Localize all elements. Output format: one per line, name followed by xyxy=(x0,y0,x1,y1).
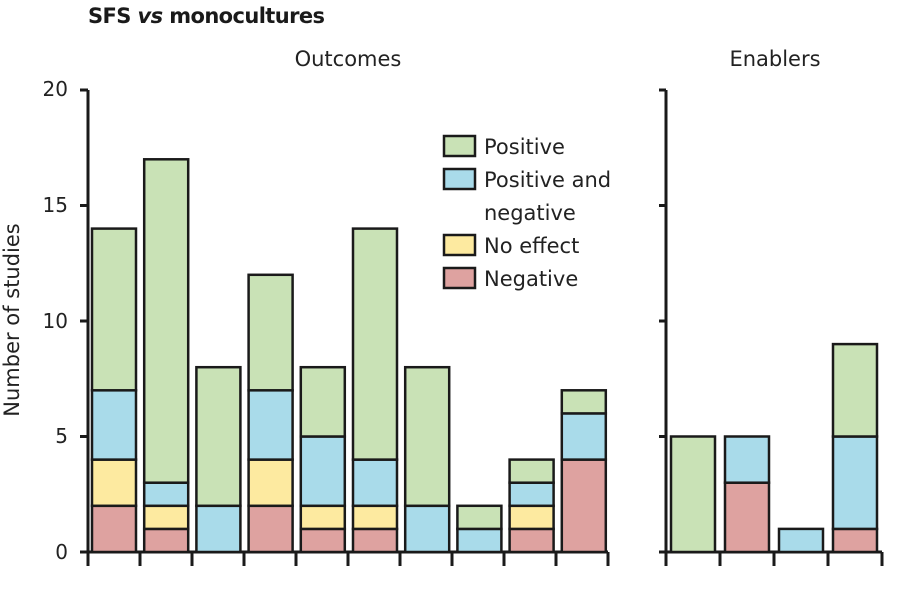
bar-segment-positive-and-negative xyxy=(142,481,190,508)
legend-item-positive-and-negative: Positive and negative xyxy=(442,167,611,225)
chart-title-italic: vs xyxy=(138,4,163,28)
enablers-panel-title: Enablers xyxy=(729,47,820,71)
bar-segment-no-effect xyxy=(508,504,555,531)
bar-segment-positive-and-negative xyxy=(299,435,347,508)
bar-segment-no-effect xyxy=(247,458,294,508)
bar-segment-positive xyxy=(456,504,503,531)
legend-label: negative xyxy=(484,201,576,225)
bar-segment-positive xyxy=(403,365,451,508)
bar-segment-positive xyxy=(560,389,608,415)
bar-segment-negative xyxy=(299,527,347,554)
bar-segment-positive xyxy=(90,227,138,392)
y-tick-label: 20 xyxy=(43,77,68,101)
bar-segment-positive-and-negative xyxy=(195,504,242,554)
outcomes-panel: Outcomes xyxy=(295,47,402,71)
bar-segment-no-effect xyxy=(142,504,190,531)
chart-title: SFS vs monocultures xyxy=(88,4,324,28)
chart-title-prefix: SFS xyxy=(88,4,138,28)
y-axis-label: Number of studies xyxy=(0,223,24,416)
bar-segment-negative xyxy=(351,527,399,554)
bar-segment-positive xyxy=(831,342,879,438)
bar-segment-negative xyxy=(831,527,879,554)
bar-segment-no-effect xyxy=(90,458,138,508)
bar-segment-positive-and-negative xyxy=(831,435,879,531)
legend-item-negative: Negative xyxy=(442,266,578,291)
bar-segment-positive xyxy=(351,227,399,461)
legend-swatch xyxy=(442,167,477,191)
bar-segment-no-effect xyxy=(351,504,399,531)
bar-segment-positive xyxy=(669,435,717,554)
bar-segment-positive xyxy=(247,273,294,392)
legend-label: Positive xyxy=(484,135,565,159)
legend-label: Positive and xyxy=(484,168,611,192)
bar-segment-negative xyxy=(560,458,608,554)
bar-segment-positive-and-negative xyxy=(723,435,771,484)
legend: Positive Positive and negative No effect… xyxy=(442,134,611,291)
bar-segment-positive-and-negative xyxy=(351,458,399,508)
bar-segment-no-effect xyxy=(299,504,347,531)
legend-swatch xyxy=(442,134,477,158)
bar-segment-positive-and-negative xyxy=(777,527,825,554)
bar-segment-negative xyxy=(90,504,138,554)
enablers-panel: Enablers xyxy=(729,47,820,71)
bars xyxy=(90,158,879,554)
bar-segment-positive-and-negative xyxy=(247,389,294,461)
bar-segment-positive xyxy=(508,458,555,484)
legend-swatch xyxy=(442,266,477,290)
bar-segment-negative xyxy=(142,527,190,554)
bar-segment-positive xyxy=(299,365,347,438)
bar-segment-positive xyxy=(142,158,190,484)
y-tick-label: 15 xyxy=(43,193,68,217)
legend-label: Negative xyxy=(484,267,578,291)
bar-segment-positive-and-negative xyxy=(560,412,608,461)
legend-swatch xyxy=(442,233,477,257)
bar-segment-negative xyxy=(723,481,771,554)
bar-segment-positive-and-negative xyxy=(508,481,555,508)
y-tick-label: 10 xyxy=(43,309,68,333)
legend-label: No effect xyxy=(484,234,579,258)
y-tick-label: 0 xyxy=(55,540,68,564)
bar-segment-positive xyxy=(195,365,242,508)
chart-title-suffix: monocultures xyxy=(163,4,325,28)
bar-segment-positive-and-negative xyxy=(456,527,503,554)
bar-segment-negative xyxy=(508,527,555,554)
bar-segment-negative xyxy=(247,504,294,554)
bar-segment-positive-and-negative xyxy=(90,389,138,461)
bar-segment-positive-and-negative xyxy=(403,504,451,554)
y-tick-labels: 0 5 10 15 20 xyxy=(43,77,68,564)
y-tick-label: 5 xyxy=(55,424,68,448)
legend-item-positive: Positive xyxy=(442,134,565,159)
legend-item-no-effect: No effect xyxy=(442,233,579,258)
outcomes-panel-title: Outcomes xyxy=(295,47,402,71)
